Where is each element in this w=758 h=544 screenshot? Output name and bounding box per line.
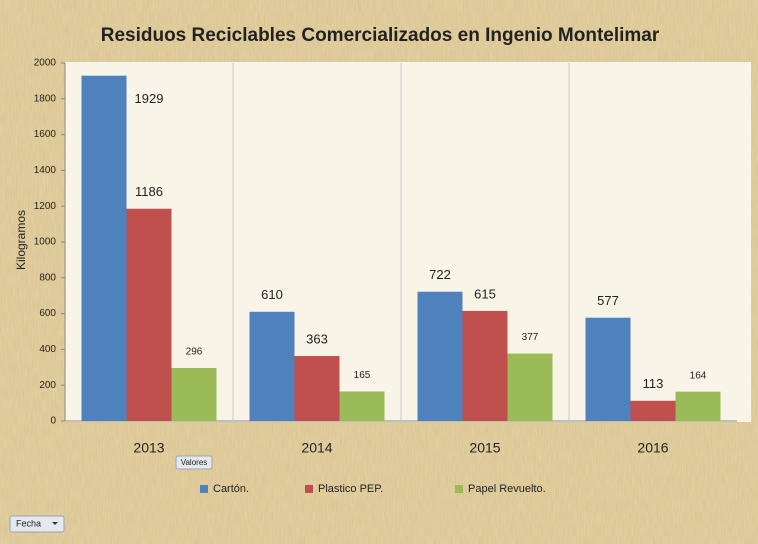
values-button-label[interactable]: Valores — [181, 458, 208, 467]
data-label: 377 — [522, 332, 539, 343]
bar — [417, 291, 463, 421]
bar — [462, 310, 508, 421]
bar — [630, 400, 676, 421]
bar — [294, 356, 340, 421]
bar — [249, 311, 295, 421]
y-axis-label: Kilogramos — [14, 210, 28, 270]
data-label: 1186 — [135, 184, 163, 199]
legend-swatch — [455, 485, 463, 493]
y-tick-label: 1600 — [34, 129, 57, 140]
data-label: 363 — [306, 331, 328, 346]
y-tick-label: 1400 — [34, 165, 57, 176]
values-button-box[interactable] — [175, 455, 213, 470]
filter-button-label[interactable]: Fecha — [16, 518, 41, 528]
y-tick-label: 1000 — [34, 237, 57, 248]
data-label: 165 — [354, 370, 371, 381]
y-tick-label: 2000 — [34, 58, 57, 69]
bar — [126, 208, 172, 421]
legend-label: Papel Revuelto. — [468, 483, 546, 495]
filter-button[interactable]: Fecha — [9, 515, 65, 533]
data-label: 164 — [690, 370, 707, 381]
bar — [81, 75, 127, 422]
y-tick-label: 1800 — [34, 93, 57, 104]
legend-swatch — [305, 485, 313, 493]
data-label: 296 — [186, 347, 203, 358]
data-label: 610 — [261, 287, 283, 302]
bar — [675, 391, 721, 421]
bar — [171, 368, 217, 421]
bar — [507, 353, 553, 421]
data-label: 577 — [597, 293, 619, 308]
x-tick-label: 2016 — [637, 440, 668, 456]
filter-button-arrow[interactable] — [52, 522, 58, 525]
y-tick-label: 400 — [39, 344, 56, 355]
plot-area — [65, 62, 751, 422]
bar — [585, 317, 631, 421]
x-tick-label: 2014 — [301, 440, 332, 456]
filter-button-box[interactable] — [9, 515, 65, 533]
values-button[interactable]: Valores — [175, 455, 213, 470]
y-tick-label: 200 — [39, 380, 56, 391]
x-tick-label: 2015 — [469, 440, 500, 456]
data-label: 722 — [429, 267, 451, 282]
data-label: 1929 — [135, 91, 164, 106]
x-tick-label: 2013 — [133, 440, 164, 456]
chart-title: Residuos Reciclables Comercializados en … — [101, 25, 660, 46]
y-tick-label: 1200 — [34, 201, 57, 212]
y-tick-label: 0 — [50, 416, 56, 427]
y-tick-label: 600 — [39, 308, 56, 319]
legend-label: Cartón. — [213, 483, 249, 495]
legend-swatch — [200, 485, 208, 493]
y-tick-label: 800 — [39, 272, 56, 283]
data-label: 113 — [643, 376, 664, 391]
data-label: 615 — [474, 286, 496, 301]
bar — [339, 391, 385, 421]
legend-label: Plastico PEP. — [318, 483, 383, 495]
